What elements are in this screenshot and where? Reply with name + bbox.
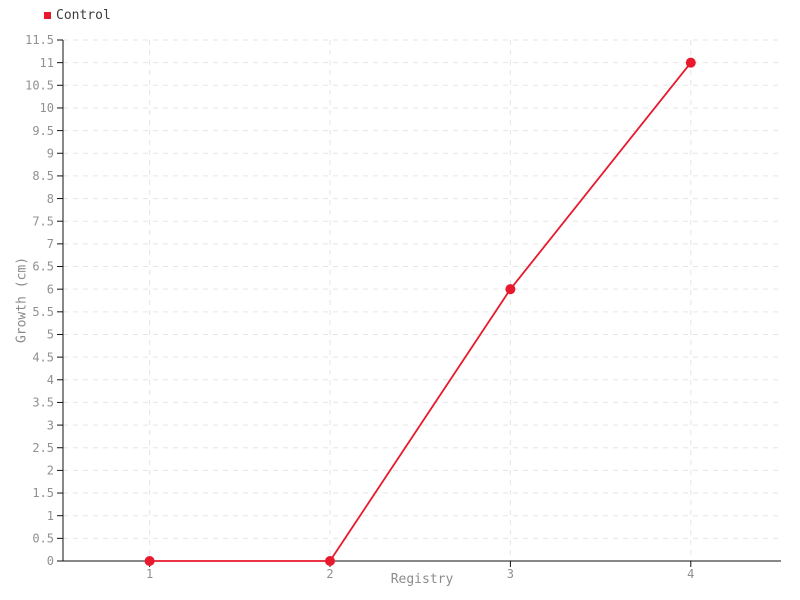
tick-marks [57,39,692,567]
y-tick-label: 4.5 [32,350,54,364]
data-point [685,57,696,68]
y-tick-label: 4 [47,373,54,387]
x-tick-label: 4 [687,567,694,581]
data-point [324,556,335,566]
y-tick-label: 10.5 [25,79,54,93]
y-tick-label: 5.5 [32,305,54,319]
series-control [144,57,696,566]
data-point [144,556,155,566]
y-axis-title: Growth (cm) [14,256,30,344]
x-axis-title: Registry [390,572,454,587]
y-tick-label: 5 [47,328,54,342]
series-line [149,62,692,562]
axes [62,40,781,562]
y-tick-label: 11 [40,56,54,70]
y-tick-label: 6 [47,282,54,296]
y-tick-label: 7 [47,237,54,251]
y-tick-label: 0.5 [32,532,54,546]
gridlines [63,39,781,561]
x-tick-label: 3 [507,567,514,581]
tick-labels: 00.511.522.533.544.555.566.577.588.599.5… [25,33,694,581]
y-tick-label: 9.5 [32,124,54,138]
y-tick-label: 6.5 [32,260,54,274]
y-tick-label: 3 [47,418,54,432]
y-tick-label: 0 [47,554,54,568]
y-tick-label: 8.5 [32,169,54,183]
y-tick-label: 2.5 [32,441,54,455]
data-point [505,284,516,295]
legend-label-control: Control [56,8,111,23]
y-tick-label: 9 [47,146,54,160]
y-tick-label: 3.5 [32,396,54,410]
y-tick-label: 1.5 [32,486,54,500]
y-tick-label: 11.5 [25,33,54,47]
legend-swatch-control [44,12,51,19]
y-tick-label: 7.5 [32,214,54,228]
y-tick-label: 1 [47,509,54,523]
x-tick-label: 1 [146,567,153,581]
y-tick-label: 10 [40,101,54,115]
x-tick-label: 2 [326,567,333,581]
y-tick-label: 2 [47,464,54,478]
y-tick-label: 8 [47,192,54,206]
legend: Control [44,9,111,22]
